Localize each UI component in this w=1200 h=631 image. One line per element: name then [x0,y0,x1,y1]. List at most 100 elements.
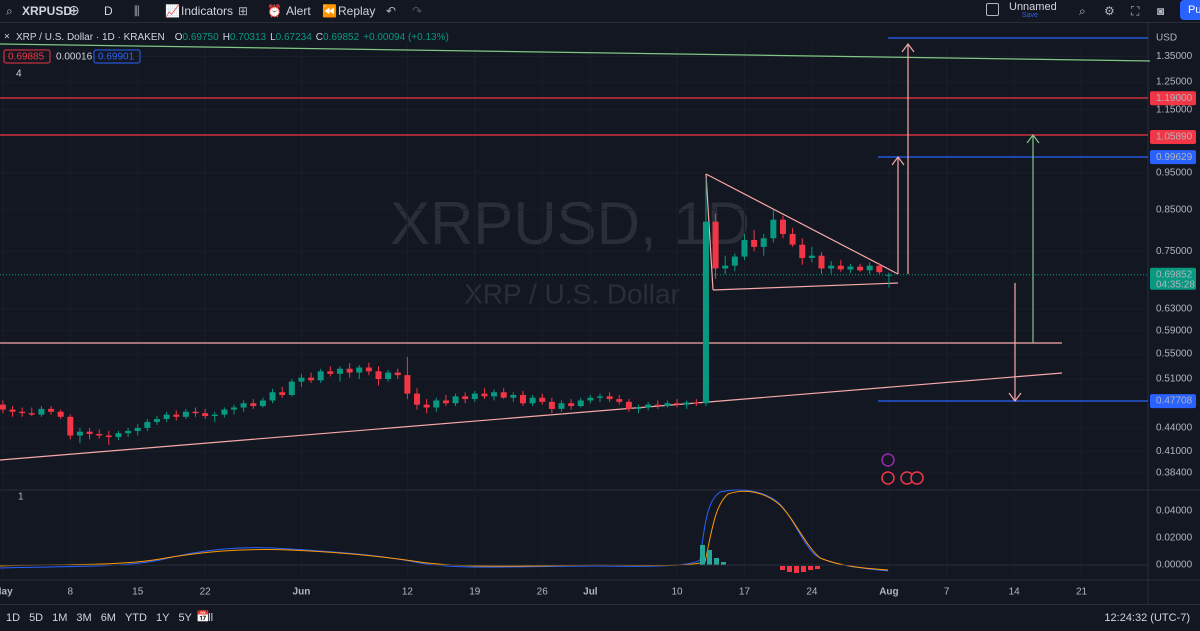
candle-body [471,393,478,400]
ohlc-key: C [316,32,323,43]
range-button[interactable]: YTD [124,612,147,624]
range-button[interactable]: 1Y [155,612,170,624]
candle-body [828,265,835,269]
date-range-icon[interactable]: 📅 [196,611,210,623]
price-label: 0.99629 [1156,152,1193,163]
macd-histogram [801,566,806,572]
y-tick-label: 0.44000 [1156,423,1193,434]
candle-body [866,265,873,271]
y-tick-label: 0.59000 [1156,325,1193,336]
macd-histogram [815,566,820,569]
x-tick-label: Jun [293,587,311,598]
candle-body [674,403,681,405]
candle-body [144,421,151,428]
price-label-box [1150,129,1196,144]
candle-body [808,255,815,258]
redo[interactable]: ↷ [412,4,423,18]
price-label: 0.47708 [1156,396,1193,407]
candle-body [539,397,546,402]
candle-body [365,367,372,372]
range-button[interactable]: 1M [52,612,68,624]
layout-name[interactable]: Unnamed [1009,1,1057,13]
y-tick-label: 1.35000 [1156,51,1193,62]
measure-arrow-head [1008,392,1022,402]
chart-type[interactable]: ⫼ [134,4,140,18]
y-tick-label: 0.75000 [1156,246,1193,257]
candle-body [789,234,796,245]
ohlc-value: 0.70313 [230,32,267,43]
symbol-button[interactable]: XRPUSD [22,4,73,18]
target-arrow-head [891,156,905,166]
watermark-symbol: XRPUSD, 1D [390,190,750,257]
candle-body [115,433,122,438]
x-tick-label: 12 [402,587,414,598]
candle-body [86,431,93,434]
x-tick-label: 10 [671,587,683,598]
candle-body [770,219,777,239]
range-button[interactable]: 1D [6,612,21,624]
undo[interactable]: ↶ [386,4,397,18]
candle-body [799,244,806,258]
candle-body [510,394,517,398]
watermark-name: XRP / U.S. Dollar [464,278,680,309]
settings[interactable]: ⚙ [1104,4,1115,18]
candle-body [481,393,488,397]
candle-body [231,407,238,410]
ask-box [93,49,141,64]
candle-body [442,400,449,404]
triangle-upper [705,173,899,275]
rising-support-line [0,372,1063,461]
candle-body [818,255,825,269]
candle-body [240,403,247,408]
macd-histogram [707,550,712,565]
candle-body [462,396,469,400]
candle-body [153,418,160,422]
candle-body [616,399,623,402]
candle-body [760,238,767,247]
price-label: 0.69852 [1156,269,1193,280]
range-button[interactable]: 5Y [178,612,192,624]
range-button[interactable]: 5D [29,612,44,624]
range-button[interactable]: 3M [76,612,92,624]
bid: 0.69885 [8,52,45,63]
publish-button[interactable]: Pu [1180,0,1200,20]
search-icon: ⌕ [6,4,13,18]
range-button[interactable]: All [200,612,214,624]
save-label[interactable]: Save [1022,12,1038,19]
add-symbol[interactable]: ⊕ [68,2,80,18]
replay-button[interactable]: Replay [338,4,376,18]
candle-body [356,367,363,373]
candle-body [385,372,392,379]
alert-button[interactable]: Alert [286,4,311,18]
macd-histogram [721,562,726,565]
range-button[interactable]: 6M [100,612,116,624]
templates[interactable]: ⊞ [238,4,249,18]
candle-body [250,403,257,407]
candle-body [163,414,170,419]
candle-body [202,413,209,417]
price-label-box [1150,267,1196,290]
candle-body [404,375,411,394]
candle-body [173,414,180,417]
candle-body [375,371,382,379]
x-tick-label: 8 [68,587,74,598]
quick-search[interactable]: ⌕ [1079,4,1086,18]
candle-body [221,409,228,415]
indicators-button[interactable]: Indicators [181,4,234,18]
fullscreen[interactable]: ⛶ [1131,4,1140,18]
macd-pane-label: 1 [18,492,24,503]
candle-body [211,414,218,417]
candle-body [587,397,594,401]
interval-button[interactable]: D [104,4,113,18]
candle-body [423,404,430,408]
candle-body [702,221,709,404]
snapshot[interactable]: ◙ [1157,4,1165,18]
event-icon [881,453,895,467]
macd-histogram [787,566,792,572]
candle-body [558,403,565,409]
macd-tick-label: 0.02000 [1156,533,1193,544]
candle-body [722,265,729,269]
candle-body [327,371,334,374]
candle-body [500,392,507,398]
